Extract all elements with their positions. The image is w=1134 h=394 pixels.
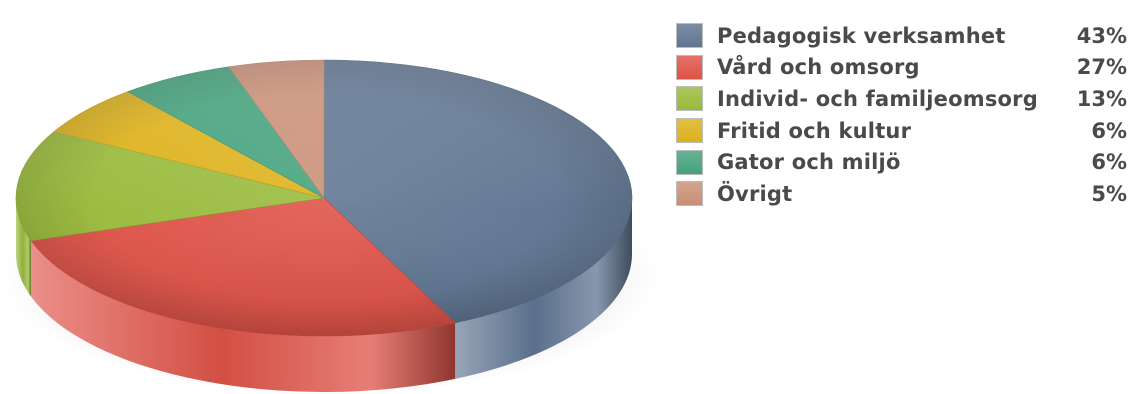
legend-item: Individ- och familjeomsorg 13% [676, 83, 1134, 115]
legend-swatch [676, 149, 703, 175]
legend-label: Vård och omsorg [717, 55, 920, 80]
legend-swatch [676, 118, 703, 144]
legend-label: Individ- och familjeomsorg [717, 86, 1038, 111]
legend-item: Övrigt 5% [676, 178, 1134, 210]
legend-value: 6% [1091, 118, 1127, 143]
pie-slice-side [31, 240, 456, 392]
legend-swatch [676, 181, 703, 207]
legend-label: Pedagogisk verksamhet [717, 23, 1006, 48]
legend-swatch [676, 86, 703, 112]
legend-value: 13% [1076, 86, 1127, 111]
legend-item: Pedagogisk verksamhet 43% [676, 20, 1134, 52]
legend-item: Gator och miljö 6% [676, 146, 1134, 178]
legend-value: 5% [1091, 181, 1127, 206]
legend: Pedagogisk verksamhet 43% Vård och omsorg 2… [676, 20, 1134, 210]
legend-label: Fritid och kultur [717, 118, 912, 143]
legend-label: Gator och miljö [717, 150, 901, 175]
legend-item: Vård och omsorg 27% [676, 52, 1134, 84]
legend-label: Övrigt [717, 181, 793, 206]
legend-value: 43% [1076, 23, 1127, 48]
legend-swatch [676, 54, 703, 80]
pie-plot-area: Pedagogisk verksamhet 43%Vård och omsorg… [0, 59, 660, 394]
legend-swatch [676, 23, 703, 49]
legend-value: 6% [1091, 150, 1127, 175]
pie-top-faces: Pedagogisk verksamhet 43%Vård och omsorg… [15, 59, 633, 337]
legend-value: 27% [1076, 55, 1127, 80]
legend-item: Fritid och kultur 6% [676, 115, 1134, 147]
